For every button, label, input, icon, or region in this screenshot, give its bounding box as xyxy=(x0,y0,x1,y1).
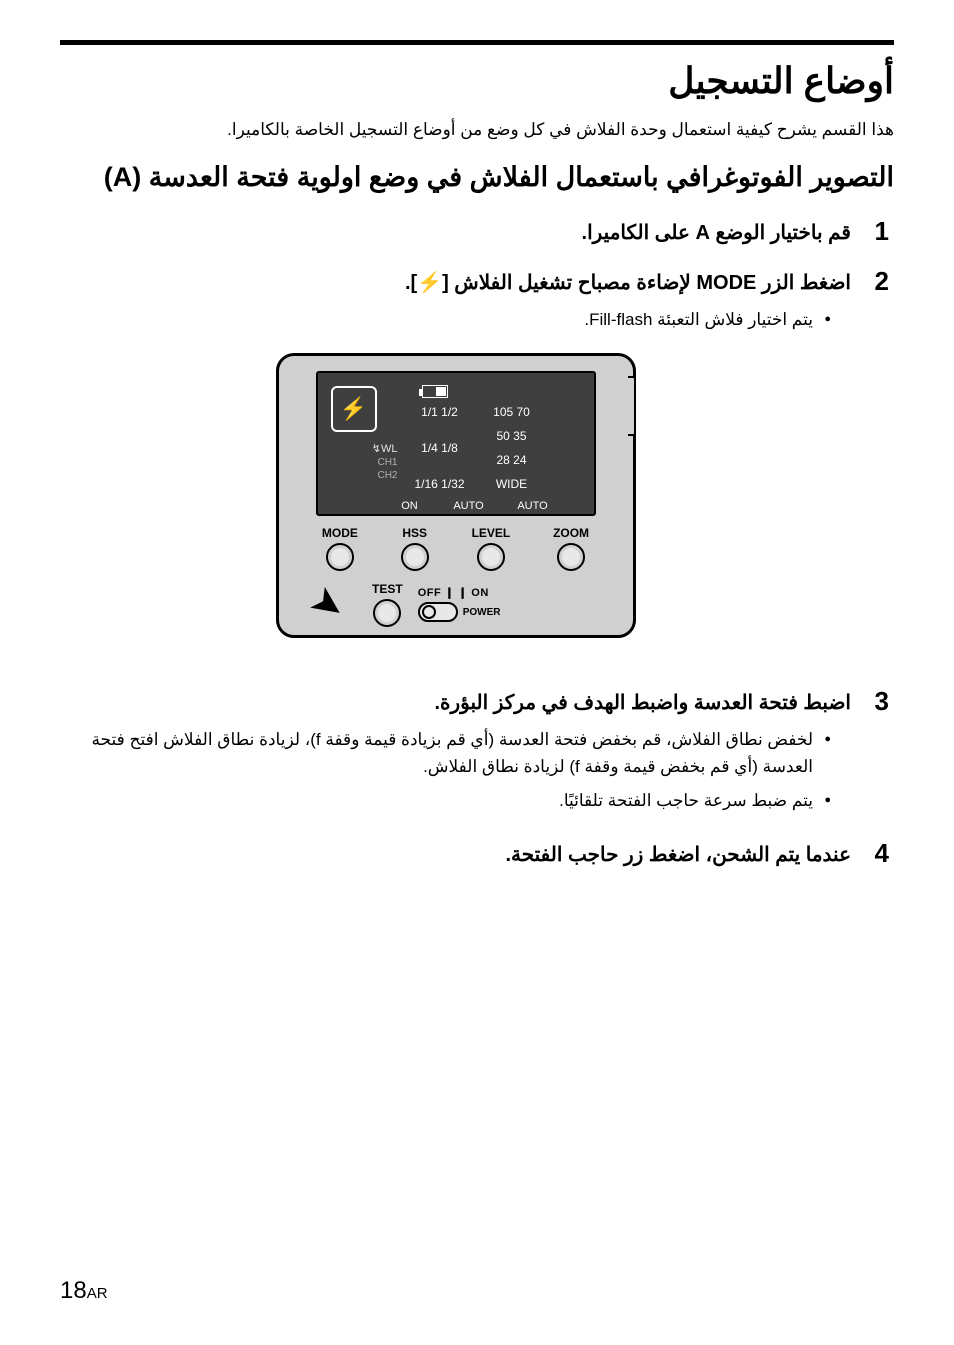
step-number: 3 xyxy=(871,688,889,714)
battery-icon xyxy=(422,385,448,398)
mode-label: MODE xyxy=(322,526,358,540)
lcd-top-row xyxy=(398,383,584,398)
step-2: 2 اضغط الزر MODE لإضاءة مصباح تشغيل الفل… xyxy=(60,268,889,668)
mode-button-col: MODE xyxy=(322,526,358,571)
lcd-screen: ⚡ ↯WL CH1 CH2 1/1 xyxy=(316,371,596,516)
intro-paragraph: هذا القسم يشرح كيفية استعمال وحدة الفلاش… xyxy=(60,120,894,140)
step-text-after: على الكاميرا. xyxy=(582,222,696,244)
step-text-before: قم باختيار الوضع xyxy=(710,222,851,244)
panel-notch xyxy=(628,376,636,436)
power-switch-area: OFF ❙ ❙ ON POWER xyxy=(418,586,501,622)
lcd-cell: 28 24 xyxy=(478,450,546,470)
lcd-cell: 105 70 xyxy=(478,402,546,422)
lcd-cell: 1/16 1/32 xyxy=(410,474,470,494)
lcd-value-grid: 1/1 1/2 105 70 1/4 1/8 50 35 28 24 1/16 … xyxy=(410,402,584,494)
top-divider xyxy=(60,40,894,45)
power-label: POWER xyxy=(463,607,501,618)
zoom-button[interactable] xyxy=(557,543,585,571)
hss-button[interactable] xyxy=(401,543,429,571)
step-content: اضغط الزر MODE لإضاءة مصباح تشغيل الفلاش… xyxy=(60,268,851,668)
step-text: قم باختيار الوضع A على الكاميرا. xyxy=(60,218,851,248)
battery-fill xyxy=(436,387,446,396)
step-text: اضبط فتحة العدسة واضبط الهدف في مركز الب… xyxy=(60,688,851,718)
step-3: 3 اضبط فتحة العدسة واضبط الهدف في مركز ا… xyxy=(60,688,889,820)
hss-label: HSS xyxy=(402,526,427,540)
step-text: عندما يتم الشحن، اضغط زر حاجب الفتحة. xyxy=(60,840,851,870)
step-4: 4 عندما يتم الشحن، اضغط زر حاجب الفتحة. xyxy=(60,840,889,870)
off-on-label: OFF ❙ ❙ ON xyxy=(418,586,489,599)
step-number: 2 xyxy=(871,268,889,294)
step-text-before: اضغط الزر xyxy=(756,272,851,294)
step-number: 1 xyxy=(871,218,889,244)
bottom-controls: ➤ TEST OFF ❙ ❙ ON POWER xyxy=(291,581,621,627)
button-row: MODE HSS LEVEL ZOOM xyxy=(291,526,621,571)
lcd-left-column: ⚡ ↯WL CH1 CH2 xyxy=(328,383,398,504)
device-panel: ⚡ ↯WL CH1 CH2 1/1 xyxy=(276,353,636,638)
hss-button-col: HSS xyxy=(401,526,429,571)
switch-row: POWER xyxy=(418,602,501,622)
flash-mode-icon: ⚡ xyxy=(331,386,377,432)
indicator-arrow-icon: ➤ xyxy=(300,576,354,633)
ch2-label: CH2 xyxy=(340,470,398,481)
ch1-label: CH1 xyxy=(340,457,398,468)
steps-list: 1 قم باختيار الوضع A على الكاميرا. 2 اضغ… xyxy=(60,218,894,870)
step-text: اضغط الزر MODE لإضاءة مصباح تشغيل الفلاش… xyxy=(60,268,851,298)
page-number: 18AR xyxy=(60,1277,108,1305)
power-switch[interactable] xyxy=(418,602,458,622)
step-content: اضبط فتحة العدسة واضبط الهدف في مركز الب… xyxy=(60,688,851,820)
test-button-col: TEST xyxy=(372,582,403,627)
zoom-label: ZOOM xyxy=(553,526,589,540)
lcd-cell: 1/4 1/8 xyxy=(410,426,470,470)
mode-word: MODE xyxy=(696,272,756,294)
bullet-list: يتم اختيار فلاش التعبئة Fill-flash. xyxy=(60,306,851,333)
step-content: قم باختيار الوضع A على الكاميرا. xyxy=(60,218,851,248)
device-figure: ⚡ ↯WL CH1 CH2 1/1 xyxy=(60,353,851,638)
test-button[interactable] xyxy=(373,599,401,627)
bullet-item: لخفض نطاق الفلاش، قم بخفض فتحة العدسة (أ… xyxy=(60,726,831,780)
lcd-auto-label: AUTO xyxy=(508,500,558,512)
test-label: TEST xyxy=(372,582,403,596)
switch-knob xyxy=(422,605,436,619)
mode-letter: A xyxy=(696,222,710,244)
lcd-cell: WIDE xyxy=(478,474,546,494)
section-title: التصوير الفوتوغرافي باستعمال الفلاش في و… xyxy=(60,162,894,193)
bullet-item: يتم ضبط سرعة حاجب الفتحة تلقائيًا. xyxy=(60,787,831,814)
zoom-button-col: ZOOM xyxy=(553,526,589,571)
wl-label: ↯WL xyxy=(338,442,398,455)
step-text-after: لإضاءة مصباح تشغيل الفلاش [⚡]. xyxy=(405,272,696,294)
level-label: LEVEL xyxy=(472,526,511,540)
step-number: 4 xyxy=(871,840,889,866)
page-suffix: AR xyxy=(87,1285,108,1302)
lcd-cell: 50 35 xyxy=(478,426,546,446)
lcd-auto-label: AUTO xyxy=(444,500,494,512)
lcd-on-label: ON xyxy=(390,500,430,512)
bullet-item: يتم اختيار فلاش التعبئة Fill-flash. xyxy=(60,306,831,333)
mode-button[interactable] xyxy=(326,543,354,571)
lcd-right-column: 1/1 1/2 105 70 1/4 1/8 50 35 28 24 1/16 … xyxy=(398,383,584,504)
step-content: عندما يتم الشحن، اضغط زر حاجب الفتحة. xyxy=(60,840,851,870)
lcd-cell: 1/1 1/2 xyxy=(410,402,470,422)
level-button[interactable] xyxy=(477,543,505,571)
bullet-list: لخفض نطاق الفلاش، قم بخفض فتحة العدسة (أ… xyxy=(60,726,851,814)
page-num: 18 xyxy=(60,1277,87,1304)
step-1: 1 قم باختيار الوضع A على الكاميرا. xyxy=(60,218,889,248)
lcd-bottom-row: ON AUTO AUTO xyxy=(398,500,584,512)
level-button-col: LEVEL xyxy=(472,526,511,571)
page-title: أوضاع التسجيل xyxy=(60,60,894,102)
